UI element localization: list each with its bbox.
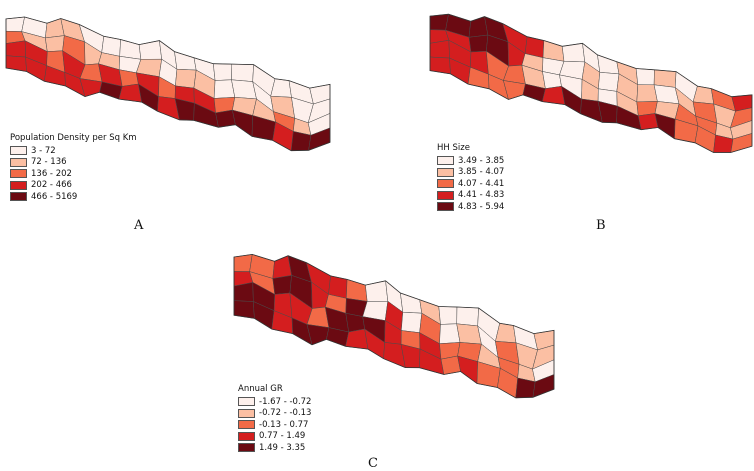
district-region: [400, 292, 423, 314]
map-population-density: [5, 16, 331, 152]
legend-swatch: [10, 169, 27, 179]
legend-label: 136 - 202: [31, 168, 72, 179]
district-region: [468, 34, 489, 53]
map-annual-growth-rate: [233, 253, 555, 399]
legend-label: 1.49 - 3.35: [259, 442, 306, 453]
legend-item: 466 - 5169: [10, 191, 137, 203]
legend-swatch: [437, 202, 454, 212]
legend-swatch: [437, 179, 454, 189]
district-region: [439, 323, 461, 344]
legend-annual-growth-rate: Annual GR -1.67 - -0.72 -0.72 - -0.13 -0…: [238, 384, 311, 454]
legend-item: -0.72 - -0.13: [238, 408, 311, 420]
district-region: [5, 16, 25, 32]
district-region: [429, 13, 449, 31]
legend-label: 4.41 - 4.83: [458, 190, 505, 201]
district-region: [231, 63, 254, 82]
district-region: [429, 40, 450, 59]
legend-label: -0.72 - -0.13: [259, 408, 312, 419]
legend-item: -0.13 - 0.77: [238, 419, 311, 431]
legend-label: 72 - 136: [31, 157, 67, 168]
legend-label: 3 - 72: [31, 145, 56, 156]
district-region: [213, 79, 236, 99]
country-outline: [429, 13, 753, 153]
legend-item: 0.77 - 1.49: [238, 431, 311, 443]
panel-label-a: A: [134, 218, 144, 233]
legend-swatch: [10, 180, 27, 190]
legend-item: 4.07 - 4.41: [437, 178, 504, 190]
legend-label: 4.07 - 4.41: [458, 178, 505, 189]
legend-swatch: [10, 146, 27, 156]
legend-item: 202 - 466: [10, 180, 137, 192]
legend-item: 72 - 136: [10, 157, 137, 169]
legend-label: 4.83 - 5.94: [458, 201, 505, 212]
district-region: [598, 72, 620, 92]
legend-swatch: [10, 157, 27, 167]
legend-title: Annual GR: [238, 384, 283, 394]
district-region: [638, 113, 659, 130]
district-region: [597, 54, 620, 75]
legend-label: 3.49 - 3.85: [458, 155, 505, 166]
legend-label: 3.85 - 4.07: [458, 167, 505, 178]
legend-swatch: [238, 443, 255, 453]
legend-household-size: HH Size 3.49 - 3.85 3.85 - 4.07 4.07 - 4…: [437, 143, 504, 213]
legend-swatch: [238, 408, 255, 418]
district-region: [175, 68, 197, 89]
legend-title: Population Density per Sq Km: [10, 133, 137, 143]
country-outline: [5, 16, 331, 152]
legend-swatch: [238, 431, 255, 441]
legend-item: 4.41 - 4.83: [437, 190, 504, 202]
district-region: [5, 55, 27, 72]
legend-item: 1.49 - 3.35: [238, 442, 311, 454]
district-region: [213, 63, 233, 81]
legend-item: -1.67 - -0.72: [238, 396, 311, 408]
legend-title: HH Size: [437, 143, 470, 153]
district-region: [138, 40, 162, 60]
district-region: [438, 306, 458, 325]
country-outline: [233, 253, 555, 399]
district-region: [5, 40, 26, 58]
legend-swatch: [238, 420, 255, 430]
district-region: [456, 306, 479, 327]
district-region: [272, 275, 292, 295]
legend-label: 0.77 - 1.49: [259, 431, 306, 442]
district-region: [215, 109, 236, 128]
district-region: [401, 311, 423, 333]
district-region: [635, 68, 655, 86]
legend-item: 3 - 72: [10, 145, 137, 157]
legend-swatch: [437, 167, 454, 177]
district-region: [45, 35, 65, 52]
district-region: [653, 69, 677, 88]
legend-label: -0.13 - 0.77: [259, 419, 309, 430]
legend-item: 3.85 - 4.07: [437, 167, 504, 179]
district-region: [515, 377, 536, 399]
map-household-size: [429, 13, 753, 153]
district-region: [636, 84, 658, 103]
legend-label: -1.67 - -0.72: [259, 396, 312, 407]
legend-swatch: [238, 397, 255, 407]
legend-swatch: [437, 190, 454, 200]
legend-item: 4.83 - 5.94: [437, 201, 504, 213]
legend-population-density: Population Density per Sq Km 3 - 72 72 -…: [10, 133, 137, 203]
legend-item: 3.49 - 3.85: [437, 155, 504, 167]
district-region: [365, 280, 389, 302]
legend-swatch: [437, 156, 454, 166]
legend-item: 136 - 202: [10, 168, 137, 180]
district-region: [174, 51, 197, 71]
legend-swatch: [10, 192, 27, 202]
panel-label-b: B: [596, 218, 606, 233]
legend-label: 202 - 466: [31, 180, 72, 191]
panel-label-c: C: [368, 456, 378, 471]
legend-label: 466 - 5169: [31, 191, 78, 202]
district-region: [345, 328, 369, 350]
